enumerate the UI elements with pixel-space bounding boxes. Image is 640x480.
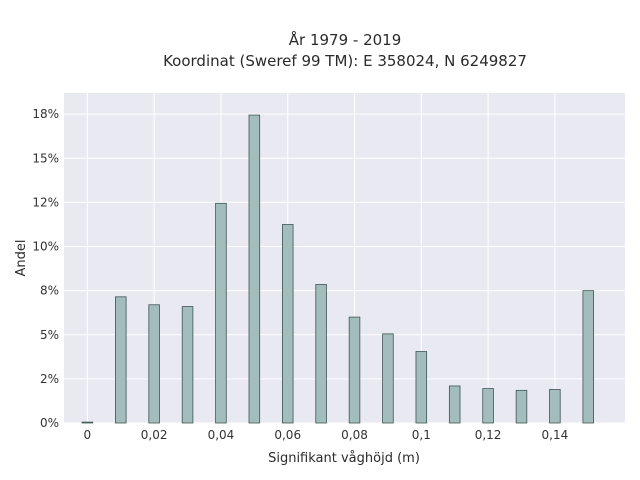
bar: [515, 389, 528, 424]
x-axis-ticks: 0 0,02 0,04 0,06 0,08 0,1 0,12 0,14: [84, 428, 569, 442]
y-tick-label: 8%: [40, 284, 59, 298]
bar: [215, 202, 227, 424]
y-axis-ticks: 0% 2% 5% 8% 10% 12% 15% 18%: [32, 107, 59, 430]
y-tick-label: 2%: [40, 372, 59, 386]
bar: [448, 385, 461, 424]
y-tick-label: 10%: [32, 240, 59, 254]
bar: [248, 114, 261, 424]
x-axis-label: Signifikant våghöjd (m): [268, 451, 420, 466]
bar: [382, 333, 394, 424]
x-tick-label: 0,12: [475, 428, 502, 442]
x-tick-label: 0,08: [341, 428, 368, 442]
bar: [549, 389, 561, 424]
bars: [81, 114, 595, 424]
x-tick-label: 0,14: [542, 428, 569, 442]
bar: [582, 290, 595, 424]
y-tick-label: 12%: [32, 195, 59, 209]
chart-title-line1: År 1979 - 2019: [289, 30, 402, 49]
bar: [482, 388, 494, 424]
bar: [415, 351, 428, 424]
y-tick-label: 18%: [32, 107, 59, 121]
bar: [148, 304, 160, 424]
bar: [315, 284, 327, 424]
bar: [281, 224, 294, 424]
x-tick-label: 0,02: [141, 428, 168, 442]
x-tick-label: 0,1: [412, 428, 431, 442]
x-tick-label: 0,06: [274, 428, 301, 442]
y-tick-label: 15%: [32, 151, 59, 165]
bar: [348, 316, 361, 424]
bar: [115, 296, 127, 424]
y-axis-label: Andel: [14, 240, 29, 277]
plot-area: [64, 93, 625, 423]
bar: [181, 306, 194, 424]
chart-title-line2: Koordinat (Sweref 99 TM): E 358024, N 62…: [163, 52, 527, 70]
x-tick-label: 0,04: [208, 428, 235, 442]
y-tick-label: 5%: [40, 328, 59, 342]
x-tick-label: 0: [84, 428, 92, 442]
bar: [81, 421, 94, 424]
y-tick-label: 0%: [40, 416, 59, 430]
